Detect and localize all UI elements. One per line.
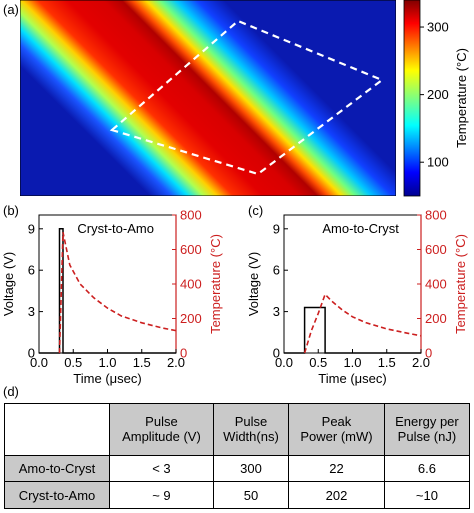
pulse-summary-table: Pulse Amplitude (V) Pulse Width(ns) Peak Po…	[4, 403, 471, 509]
table-cell: 202	[288, 481, 385, 509]
table-corner-cell	[4, 403, 110, 456]
y-right-tick-label: 200	[425, 311, 447, 326]
y-left-axis-label: Voltage (V)	[246, 252, 261, 316]
y-right-tick-label: 0	[180, 346, 187, 361]
x-tick-label: 1.5	[378, 355, 396, 370]
y-left-axis-label: Voltage (V)	[1, 252, 16, 316]
panel-label-d: (d)	[3, 384, 19, 399]
y-left-tick-label: 0	[273, 346, 280, 361]
y-right-axis-label: Temperature (°C)	[208, 234, 223, 334]
y-left-tick-label: 6	[28, 263, 35, 278]
x-tick-label: 0.5	[309, 355, 327, 370]
table-header-power: Peak Power (mW)	[288, 403, 385, 456]
temperature-series	[58, 232, 177, 354]
y-left-tick-label: 3	[273, 304, 280, 319]
colorbar-label: Temperature (°C)	[454, 48, 469, 148]
chart-title: Amo-to-Cryst	[322, 221, 399, 236]
voltage-series	[39, 228, 176, 354]
panel-label-b: (b)	[3, 203, 19, 218]
table-cell: ~10	[383, 481, 471, 509]
panel-label-c: (c)	[248, 203, 264, 218]
table-cell: 22	[288, 454, 385, 483]
y-left-tick-label: 3	[28, 304, 35, 319]
x-tick-label: 0.5	[64, 355, 82, 370]
y-right-tick-label: 600	[425, 242, 447, 257]
y-left-tick-label: 9	[28, 221, 35, 236]
y-right-tick-label: 800	[180, 208, 202, 223]
x-tick-label: 1.0	[98, 355, 116, 370]
temperature-map	[20, 0, 396, 196]
table-row: Cryst-to-Amo ~ 9 50 202 ~10	[4, 481, 471, 509]
x-tick-label: 1.0	[343, 355, 361, 370]
colorbar-tick-label: 100	[427, 155, 449, 170]
colorbar-tick-label: 200	[427, 87, 449, 102]
table-header-width: Pulse Width(ns)	[212, 403, 290, 456]
y-right-tick-label: 400	[425, 277, 447, 292]
x-tick-label: 2.0	[412, 355, 430, 370]
y-left-tick-label: 0	[28, 346, 35, 361]
x-tick-label: 0.0	[275, 355, 293, 370]
y-right-tick-label: 0	[425, 346, 432, 361]
table-row-label: Cryst-to-Amo	[4, 481, 110, 509]
y-right-tick-label: 600	[180, 242, 202, 257]
temperature-series	[303, 292, 422, 354]
y-right-tick-label: 800	[425, 208, 447, 223]
table-row-label: Amo-to-Cryst	[4, 454, 110, 483]
colorbar-ticks: 100 200 300	[420, 20, 449, 170]
x-axis-label: Time (μsec)	[318, 371, 386, 386]
roi-box	[109, 19, 385, 176]
table-row: Amo-to-Cryst < 3 300 22 6.6	[4, 454, 471, 483]
table-header-energy: Energy per Pulse (nJ)	[383, 403, 471, 456]
chart-amo-to-cryst: 0.0 0.5 1.0 1.5 2.003690200400600800Amo-to-C…	[246, 208, 468, 387]
table-cell: < 3	[109, 454, 214, 483]
table-cell: 300	[212, 454, 290, 483]
y-right-tick-label: 200	[180, 311, 202, 326]
chart-cryst-to-amo: 0.0 0.5 1.0 1.5 2.003690200400600800Cryst-to…	[1, 208, 223, 387]
voltage-series	[284, 306, 421, 354]
chart-title: Cryst-to-Amo	[77, 221, 154, 236]
x-tick-label: 0.0	[30, 355, 48, 370]
colorbar-tick-label: 300	[427, 20, 449, 35]
table-cell: 6.6	[383, 454, 471, 483]
table-header-row: Pulse Amplitude (V) Pulse Width(ns) Peak Po…	[4, 403, 471, 456]
colorbar	[403, 0, 421, 197]
y-right-axis-label: Temperature (°C)	[453, 234, 468, 334]
y-left-tick-label: 6	[273, 263, 280, 278]
y-left-tick-label: 9	[273, 221, 280, 236]
x-axis-label: Time (μsec)	[73, 371, 141, 386]
table-cell: ~ 9	[109, 481, 214, 509]
x-tick-label: 2.0	[167, 355, 185, 370]
temperature-field	[20, 0, 396, 196]
panel-label-a: (a)	[3, 2, 19, 17]
table-cell: 50	[212, 481, 290, 509]
y-right-tick-label: 400	[180, 277, 202, 292]
x-tick-label: 1.5	[133, 355, 151, 370]
table-header-amplitude: Pulse Amplitude (V)	[109, 403, 214, 456]
